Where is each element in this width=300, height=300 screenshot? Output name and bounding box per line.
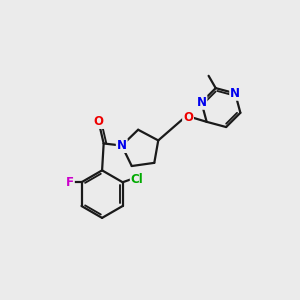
Text: O: O (94, 115, 103, 128)
Text: F: F (66, 176, 74, 189)
Text: N: N (117, 139, 127, 152)
Text: N: N (230, 87, 240, 100)
Text: O: O (183, 111, 193, 124)
Text: N: N (196, 96, 206, 109)
Text: Cl: Cl (131, 172, 143, 186)
